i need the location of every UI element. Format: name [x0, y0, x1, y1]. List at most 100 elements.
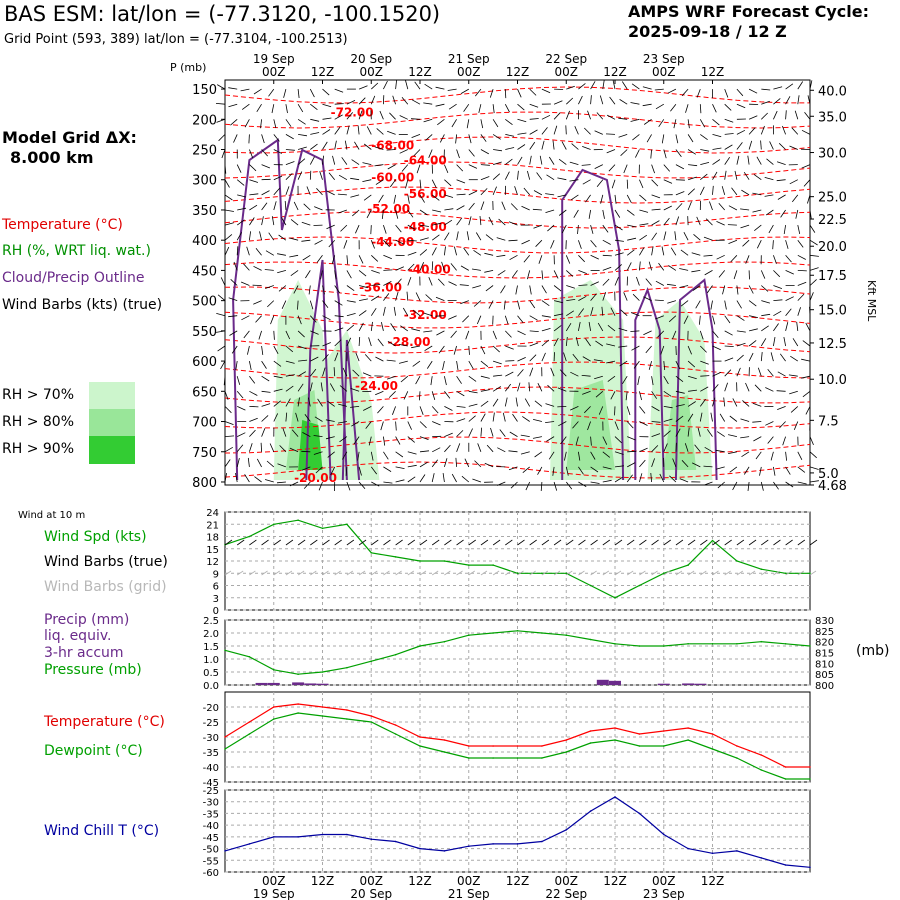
wind-barb-965: [637, 376, 640, 386]
wind-barb-1148: [480, 427, 482, 437]
wind-barb-724: [680, 300, 689, 307]
wind-barb-735: [216, 313, 226, 317]
cloud-outline-1: [305, 259, 332, 481]
wind-barb-1016: [663, 390, 672, 397]
wind-barb-529: [693, 233, 701, 241]
wind-barb-1199: [497, 447, 506, 453]
wind-barb-1305: [602, 479, 612, 483]
wind-barb-130: [606, 114, 616, 120]
wind-barb-384: [721, 186, 726, 196]
wind-barb-2: [240, 88, 250, 92]
wind-barb-482: [716, 221, 725, 226]
temperature-line-point-6: [370, 715, 373, 717]
wind-barb-871: [687, 345, 692, 355]
wind-barb-grid-29: [578, 570, 585, 576]
wind-barb-703: [425, 294, 433, 301]
wind-barb-1036: [308, 397, 311, 407]
wind-barb-674: [666, 283, 676, 286]
wind-barb-155: [322, 129, 331, 135]
wind-barb-716: [590, 293, 597, 301]
wind-barb-1119: [719, 413, 726, 422]
legend-temperature: Temperature (°C): [2, 217, 123, 233]
legend-rh90: RH > 90%: [2, 441, 75, 457]
wind-barb-551: [371, 255, 379, 262]
wind-barb-1246: [474, 460, 482, 468]
wind-barb-1321: [797, 481, 807, 485]
rh80-swatch: [89, 409, 135, 436]
temp-contour-label-6: -48.00: [404, 220, 447, 234]
wind-barb-1137: [339, 436, 348, 443]
wind-barb-25: [529, 88, 537, 96]
wind-barb-665: [566, 285, 576, 289]
wind-barb-590: [243, 263, 250, 271]
top-date-label-4: 21 Sep: [448, 52, 490, 66]
cloud-outline-0: [232, 138, 348, 481]
wind-barb-1117: [699, 412, 703, 422]
wind-barb-835: [247, 345, 250, 355]
wind-barb-181: [632, 134, 640, 141]
wind-barb-true-1: [236, 539, 245, 546]
wind-barb-164: [425, 134, 433, 141]
wind-barb-829: [773, 323, 779, 332]
wind-barb-483: [727, 224, 737, 226]
wind-barb-194: [791, 127, 799, 135]
wind-barb-1037: [317, 398, 323, 407]
wind-barb-1245: [464, 458, 470, 468]
wind-barb-1218: [728, 451, 737, 454]
bottom-time-label-0: 00Z: [262, 874, 286, 888]
precip-bar-2: [292, 682, 305, 685]
wind-barb-82: [619, 99, 628, 105]
wind-barb-638: [230, 279, 238, 286]
wind-barb-96: [797, 95, 800, 105]
wind-barb-112: [389, 112, 396, 120]
wind-chill-line-point-20: [711, 852, 714, 855]
wind-barb-1104: [533, 419, 542, 422]
wind-chill-line-point-8: [419, 847, 421, 850]
wind-barb-710: [517, 300, 521, 310]
wind-barb-312: [444, 179, 452, 187]
wind-barb-1175: [809, 436, 814, 446]
wind-barb-626: [679, 268, 689, 271]
kft-tick-label-6: 17.5: [818, 269, 847, 284]
wind-barb-794: [346, 324, 355, 332]
wind-barb-722: [654, 299, 664, 301]
wind-barb-1081: [261, 415, 269, 422]
wind-barb-430: [687, 201, 692, 211]
wind-barb-1285: [358, 481, 366, 490]
wind-barb-1091: [380, 421, 384, 431]
wind-barb-true-10: [346, 539, 355, 546]
wind-barb-761: [541, 315, 551, 318]
pressure-line-point-13: [541, 632, 543, 634]
wind-barb-1122: [752, 421, 762, 423]
wind-speed-line-point-15: [589, 584, 592, 587]
wind-barb-452: [355, 224, 360, 234]
wind-barb-771: [655, 315, 664, 320]
dewpoint-line-point-22: [760, 769, 763, 771]
wind-barb-37: [667, 88, 677, 94]
wind-barb-102: [273, 119, 277, 129]
wind-barb-134: [658, 119, 665, 128]
wind-barb-397: [284, 200, 287, 211]
wind-barb-811: [553, 325, 562, 332]
temperature-line-point-0: [224, 736, 226, 738]
wind-barb-1076: [790, 406, 799, 413]
wind-barb-273: [558, 158, 567, 165]
wind-barb-203: [310, 143, 318, 150]
wind-barb-46: [785, 83, 794, 90]
wind-barb-558: [454, 246, 457, 256]
wind-barb-328: [639, 179, 644, 189]
wind-barb-1013: [625, 391, 628, 401]
wind-barb-451: [340, 224, 348, 232]
wind-barb-315: [480, 176, 490, 181]
pressure-tick-label-11: 700: [192, 416, 217, 431]
wind-barb-890: [322, 354, 329, 362]
wind-barb-876: [748, 340, 757, 347]
wind-barb-28: [566, 85, 575, 90]
wind-barb-625: [668, 265, 677, 271]
wind-barb-259: [387, 164, 396, 170]
wind-barb-552: [383, 254, 392, 260]
wind-barb-grid-41: [724, 570, 731, 576]
temperature-line-point-2: [273, 706, 275, 708]
wind-barb-313: [456, 179, 466, 184]
wind-chill-line-point-11: [492, 843, 494, 845]
